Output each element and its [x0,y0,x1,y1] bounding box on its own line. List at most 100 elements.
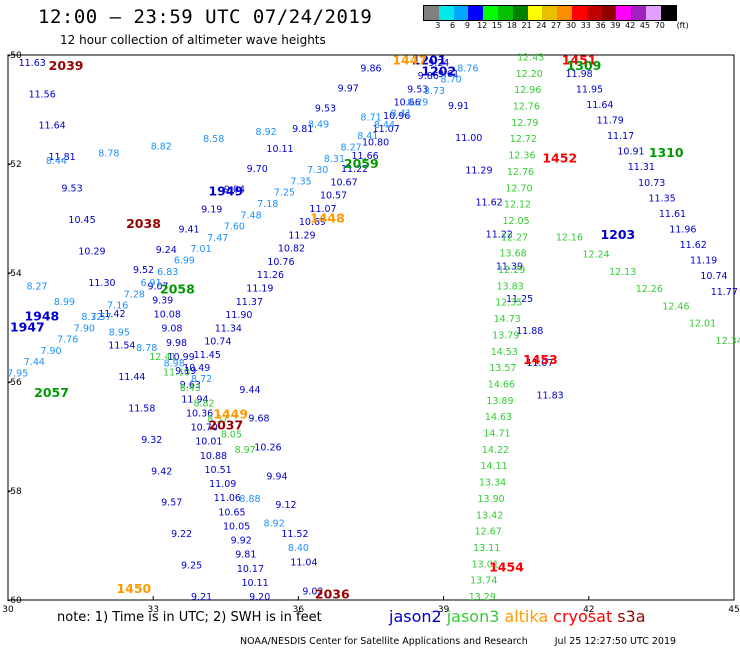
swh-value: 6.99 [174,256,195,267]
swh-value: 8.88 [239,494,260,505]
swh-value: 10.11 [241,578,268,589]
swh-value: 11.54 [108,341,135,352]
swh-value: 11.98 [566,69,593,80]
color-bin-12 [601,6,617,20]
swh-value: 11.42 [98,309,125,320]
swh-value: 13.68 [500,249,527,260]
lon-tick-label: 30 [2,605,14,615]
swh-value: 8.41 [357,131,378,142]
swh-value: 10.45 [68,215,95,226]
swh-value: 10.99 [168,352,195,363]
chart-title: 12:00 – 23:59 UTC 07/24/2019 [38,6,373,28]
swh-value: 11.61 [659,209,686,220]
swh-value: 9.44 [239,385,260,396]
track-jason2-1949-desc: 9.079.3910.089.089.9810.999.199.6311.941… [147,281,270,603]
swh-value: 11.34 [215,323,242,334]
pass-time-label: 1203 [600,227,635,242]
swh-value: 7.90 [74,323,95,334]
lon-tick-label: 36 [293,605,305,615]
swh-value: 12.05 [502,216,529,227]
color-bin-13 [616,6,632,20]
swh-value: 9.24 [156,245,177,256]
swh-value: 12.26 [636,284,663,295]
color-bin-label: 45 [639,21,651,30]
swh-value: 8.95 [109,328,130,339]
swh-value: 9.81 [292,124,313,135]
swh-value: 8.41 [391,109,412,120]
color-bin-10 [571,6,587,20]
color-bin-7 [527,6,543,20]
swh-value: 6.83 [157,267,178,278]
swh-value: 11.22 [341,164,368,175]
swh-value: 9.53 [407,84,428,95]
pass-time-label: 1454 [489,559,524,574]
color-bin-6 [512,6,528,20]
swh-value: 10.29 [78,246,105,257]
swh-value: 11.77 [711,287,738,298]
pass-time-label: 1949 [208,183,243,198]
swh-value: 11.17 [607,131,634,142]
swh-value: 10.49 [183,363,210,374]
swh-value: 12.24 [582,250,609,261]
swh-value: 9.08 [161,324,182,335]
swh-value: 9.04 [224,184,245,195]
timestamp-text: Jul 25 12:27:50 UTC 2019 [554,636,677,647]
swh-value: 11.62 [680,240,707,251]
swh-value: 7.01 [190,244,211,255]
pass-time-label: 1947 [10,320,45,335]
swh-value: 11.52 [281,529,308,540]
swh-value: 9.42 [151,466,172,477]
swh-value: 7.90 [40,346,61,357]
swh-value: 7.25 [274,188,295,199]
color-bin-label: 18 [506,21,517,30]
swh-value: 8.32 [81,312,102,323]
swh-value: 11.07 [526,358,553,369]
color-bin-label: 30 [565,21,577,30]
swh-value: 7.47 [207,233,228,244]
swh-value: 11.37 [236,297,263,308]
swh-value: 8.78 [136,343,157,354]
lon-tick-label: 33 [147,605,158,615]
swh-value: 9.22 [171,529,192,540]
swh-value: 9.24 [428,58,449,69]
swh-value: 8.40 [288,543,309,554]
lat-tick-label: -52 [7,160,22,170]
swh-value: 11.29 [465,165,492,176]
map-grid: 30 33 36 39 42 45 -50 -52 -54 -56 -58 -60 [2,51,739,615]
color-bin-4 [483,6,498,20]
swh-value: 11.44 [118,372,145,383]
swh-value: 12.27 [501,232,528,243]
track-jason2-1310-desc: 11.98 11.95 11.64 11.79 11.17 10.91 11.31 10.73… [566,69,738,298]
swh-value: 8.27 [26,281,47,292]
swh-value: 11.07 [373,124,400,135]
units-note: note: 1) Time is in UTC; 2) SWH is in fe… [57,610,322,625]
swh-value: 9.57 [161,498,182,509]
swh-value: 8.27 [341,142,362,153]
swh-value: 7.44 [24,357,45,368]
swh-value: 10.36 [186,408,213,419]
swh-value: 13.29 [469,592,496,603]
swh-value: 8.44 [46,156,67,167]
swh-value: 9.53 [315,104,336,115]
swh-value: 12.43 [517,52,544,63]
legend-s3a: s3a [617,607,646,626]
swh-value: 10.11 [266,144,293,155]
swh-value: 11.81 [48,152,75,163]
swh-value: 13.11 [473,543,500,554]
color-bin-label: 21 [521,21,532,30]
swh-value: 10.96 [383,111,410,122]
color-bin-label: 36 [595,21,606,30]
satellite-tracks: 11.63 11.56 11.64 11.81 9.53 10.45 10.29 11.30 1… [7,52,740,603]
swh-value: 11.62 [475,197,502,208]
color-bin-1 [438,6,454,20]
swh-value: 11.26 [257,270,284,281]
color-bin-label: 24 [536,21,547,30]
swh-value: 13.83 [497,281,524,292]
swh-value: 11.04 [290,558,317,569]
swh-value: 12.16 [556,232,583,243]
swh-value: 10.80 [362,138,389,149]
swh-value: 9.32 [141,435,162,446]
swh-value: 10.88 [200,451,227,462]
